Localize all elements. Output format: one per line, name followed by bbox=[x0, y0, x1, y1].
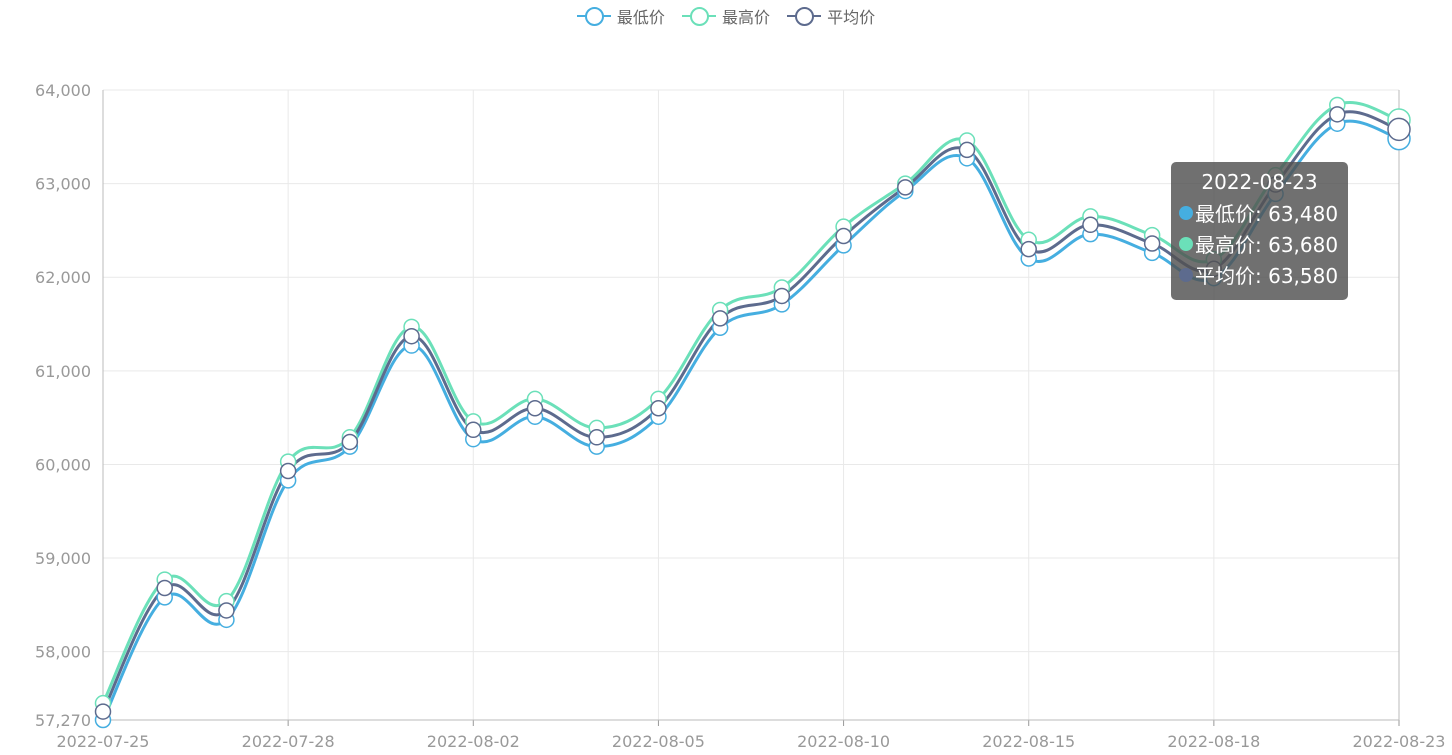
x-tick-label: 2022-08-18 bbox=[1167, 732, 1260, 751]
axes bbox=[102, 90, 1400, 726]
legend-label: 最高价 bbox=[721, 8, 770, 27]
legend-symbol-icon bbox=[681, 5, 716, 27]
tooltip-row-avg: 平均价: 63,580 bbox=[1179, 259, 1348, 290]
x-tick-label: 2022-07-28 bbox=[242, 732, 335, 751]
data-point-avg bbox=[773, 287, 791, 305]
tick-labels: 57,270 58,000 59,000 60,000 61,000 62,000 63,0… bbox=[35, 81, 1445, 751]
tooltip-title: 2022-08-23 bbox=[1201, 170, 1318, 194]
y-tick-label: 64,000 bbox=[35, 81, 91, 100]
legend-item-avg[interactable]: 平均价 bbox=[787, 4, 875, 28]
data-point-avg bbox=[465, 421, 482, 439]
data-point-avg bbox=[897, 179, 914, 196]
y-tick-label: 58,000 bbox=[35, 643, 91, 662]
x-tick-label: 2022-08-10 bbox=[797, 732, 890, 751]
y-tick-label: 62,000 bbox=[35, 268, 91, 287]
data-point-avg bbox=[341, 433, 359, 451]
data-point-avg bbox=[1082, 216, 1099, 234]
y-tick-label: 57,270 bbox=[35, 711, 91, 730]
tooltip-row-low: 最低价: 63,480 bbox=[1179, 197, 1348, 228]
y-tick-label: 61,000 bbox=[35, 362, 91, 381]
tooltip-row-high: 最高价: 63,680 bbox=[1179, 228, 1348, 259]
data-point-avg bbox=[403, 327, 420, 345]
data-point-avg bbox=[711, 310, 729, 327]
legend-symbol-icon bbox=[576, 5, 611, 27]
data-point-avg bbox=[1329, 106, 1346, 123]
tooltip-row-text: 最高价: 63,680 bbox=[1195, 233, 1339, 257]
tooltip: 2022-08-23 最低价: 63,480 最高价: 63,680 平均价: … bbox=[1171, 162, 1348, 300]
legend-symbol-icon bbox=[787, 5, 822, 27]
legend-label: 最低价 bbox=[616, 8, 665, 27]
y-tick-label: 63,000 bbox=[35, 175, 91, 194]
series-dot-icon bbox=[1179, 205, 1193, 220]
data-point-avg bbox=[650, 400, 667, 417]
data-point-avg bbox=[1143, 235, 1161, 252]
legend-item-low[interactable]: 最低价 bbox=[576, 4, 665, 28]
data-point-avg bbox=[279, 462, 297, 480]
data-point-avg bbox=[1020, 240, 1037, 258]
tooltip-row-text: 平均价: 63,580 bbox=[1195, 264, 1339, 288]
legend-item-high[interactable]: 最高价 bbox=[681, 4, 770, 28]
x-tick-label: 2022-07-25 bbox=[57, 732, 150, 751]
y-tick-label: 59,000 bbox=[35, 549, 91, 568]
x-tick-label: 2022-08-05 bbox=[612, 732, 705, 751]
x-tick-label: 2022-08-23 bbox=[1353, 732, 1446, 751]
data-point-avg bbox=[958, 141, 976, 159]
data-point-avg bbox=[94, 703, 112, 720]
y-tick-label: 60,000 bbox=[35, 455, 91, 474]
x-tick-label: 2022-08-02 bbox=[427, 732, 520, 751]
legend: 最低价 最高价 平均价 bbox=[0, 4, 1452, 31]
legend-label: 平均价 bbox=[827, 8, 876, 27]
series-dot-icon bbox=[1179, 236, 1193, 251]
tooltip-row-text: 最低价: 63,480 bbox=[1195, 202, 1339, 226]
data-point-avg bbox=[526, 400, 544, 417]
data-point-avg bbox=[835, 227, 852, 245]
data-point-avg bbox=[1387, 117, 1411, 142]
data-point-avg bbox=[156, 579, 173, 597]
data-point-avg bbox=[588, 429, 605, 446]
x-tick-label: 2022-08-15 bbox=[982, 732, 1075, 751]
series-dot-icon bbox=[1179, 267, 1193, 282]
data-point-avg bbox=[218, 602, 235, 619]
